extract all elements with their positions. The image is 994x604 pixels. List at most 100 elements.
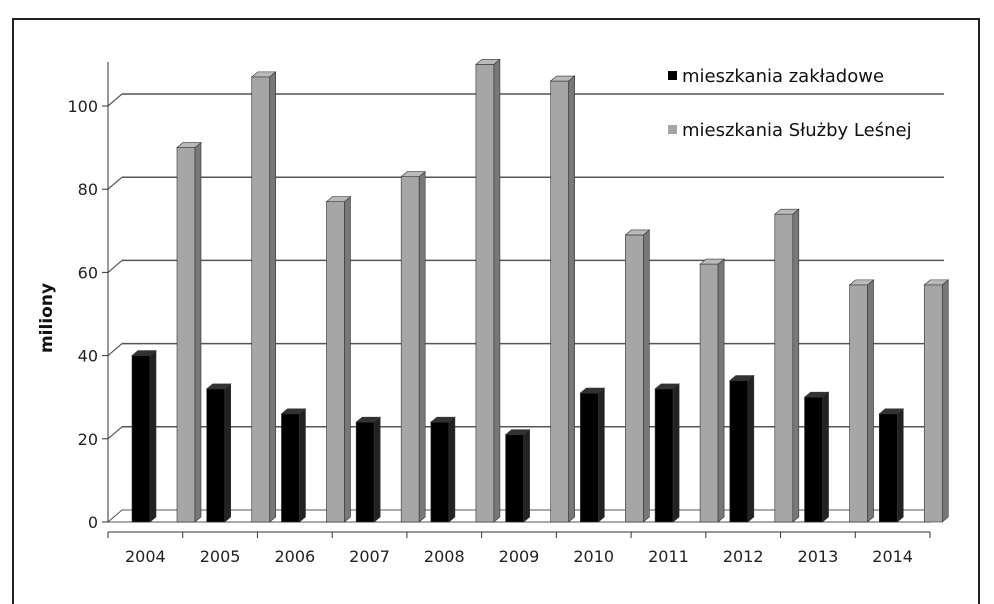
gridline-diag — [107, 259, 123, 273]
bar-zakladowe-2008 — [430, 416, 456, 523]
bar-sluzby-lesnej-2007-front — [400, 176, 420, 523]
x-tick-label: 2009 — [499, 547, 540, 566]
gridline-diag — [107, 93, 123, 107]
bar-zakladowe-2005-side — [224, 383, 232, 523]
x-tick-label: 2014 — [872, 547, 913, 566]
bar-sluzby-lesnej-2011 — [699, 258, 725, 523]
bar-zakladowe-2009 — [504, 428, 531, 523]
bar-sluzby-lesnej-2007-top — [400, 171, 427, 178]
bar-zakladowe-2005-front — [206, 388, 226, 523]
bar-sluzby-lesnej-2006-front — [326, 201, 345, 523]
bar-sluzby-lesnej-2011-front — [699, 263, 719, 523]
bar-sluzby-lesnej-2013-front — [849, 284, 868, 523]
bar-zakladowe-2013-top — [803, 391, 830, 398]
bar-sluzby-lesnej-2014-front — [923, 284, 943, 523]
bar-sluzby-lesnej-2012-front — [774, 213, 794, 523]
bar-sluzby-lesnej-2006-top — [325, 196, 352, 202]
bar-zakladowe-2006-side — [299, 408, 306, 523]
bar-sluzby-lesnej-2008-side — [493, 58, 501, 523]
bar-zakladowe-2008-front — [430, 421, 450, 523]
bar-zakladowe-2011 — [654, 383, 680, 523]
bar-sluzby-lesnej-2004 — [176, 141, 202, 523]
bar-zakladowe-2004-top — [131, 350, 157, 356]
bar-sluzby-lesnej-2008-front — [475, 64, 495, 523]
bar-zakladowe-2010-top — [579, 387, 606, 394]
gridline-diag — [107, 176, 123, 190]
bar-zakladowe-2007-front — [355, 421, 375, 523]
y-tick-label: 0 — [88, 513, 98, 532]
bar-sluzby-lesnej-2014 — [923, 279, 950, 523]
bar-zakladowe-2004-side — [149, 349, 157, 523]
x-tick-label: 2010 — [573, 547, 614, 566]
bar-zakladowe-2007 — [355, 416, 382, 523]
bar-zakladowe-2012-front — [729, 380, 749, 523]
bar-sluzby-lesnej-2009-front — [550, 80, 569, 523]
bar-sluzby-lesnej-2005-front — [251, 76, 271, 523]
bar-zakladowe-2011-side — [672, 383, 680, 523]
legend: mieszkania zakładowe mieszkania Służby L… — [668, 66, 912, 141]
gridline-diag — [107, 343, 123, 357]
bar-zakladowe-2004 — [131, 349, 157, 523]
bar-zakladowe-2006 — [280, 408, 307, 523]
x-tick-label: 2008 — [424, 547, 465, 566]
bar-zakladowe-2011-top — [654, 383, 680, 390]
bar-sluzby-lesnej-2004-side — [194, 141, 202, 523]
bar-sluzby-lesnej-2013 — [848, 279, 875, 523]
bar-zakladowe-2009-side — [523, 428, 530, 523]
bar-sluzby-lesnej-2007-side — [418, 171, 426, 523]
bar-sluzby-lesnej-2010 — [624, 229, 651, 523]
bar-zakladowe-2012-top — [728, 375, 755, 381]
bar-sluzby-lesnej-2013-top — [848, 279, 875, 286]
bar-sluzby-lesnej-2010-top — [624, 229, 651, 236]
bar-sluzby-lesnej-2012 — [773, 208, 800, 523]
tick-labels: 0 20 40 60 80 100 2004 2005 2006 2007 2008 2009 2010… — [67, 97, 913, 566]
bar-zakladowe-2013 — [803, 391, 830, 523]
bar-sluzby-lesnej-2014-top — [923, 279, 950, 286]
gridlines — [107, 93, 944, 440]
bar-sluzby-lesnej-2005-top — [250, 71, 277, 78]
bar-sluzby-lesnej-2009-side — [568, 75, 575, 523]
bar-zakladowe-2005 — [205, 383, 232, 523]
bar-sluzby-lesnej-2005-side — [269, 71, 277, 523]
bar-sluzby-lesnej-2011-top — [699, 258, 725, 265]
bar-sluzby-lesnej-2007 — [400, 171, 427, 523]
bar-zakladowe-2010-front — [580, 392, 599, 523]
x-tick-label: 2006 — [274, 547, 315, 566]
y-tick-label: 20 — [78, 430, 98, 449]
bar-zakladowe-2011-front — [654, 388, 674, 523]
bar-sluzby-lesnej-2009 — [549, 75, 576, 523]
y-tick-label: 60 — [78, 263, 98, 282]
bar-sluzby-lesnej-2014-side — [941, 279, 949, 523]
bar-sluzby-lesnej-2011-side — [717, 258, 725, 523]
x-tick-label: 2013 — [798, 547, 839, 566]
legend-swatch-mieszkania-sluzby-lesnej — [668, 125, 677, 134]
bar-sluzby-lesnej-2004-top — [176, 142, 202, 148]
bar-zakladowe-2014-front — [878, 413, 898, 523]
bar-sluzby-lesnej-2005 — [250, 71, 277, 523]
legend-label-mieszkania-sluzby-lesnej: mieszkania Służby Leśnej — [682, 120, 912, 141]
bars — [131, 58, 950, 523]
x-tick-label: 2004 — [125, 547, 166, 566]
x-tick-label: 2005 — [200, 547, 241, 566]
y-tick-label: 40 — [78, 347, 98, 366]
x-tick-label: 2007 — [349, 547, 390, 566]
bar-zakladowe-2013-side — [822, 391, 829, 523]
bar-zakladowe-2010 — [579, 387, 606, 523]
bar-sluzby-lesnej-2004-front — [176, 147, 196, 523]
bar-zakladowe-2004-front — [131, 355, 151, 523]
x-tick-label: 2011 — [648, 547, 689, 566]
bar-sluzby-lesnej-2013-side — [867, 279, 874, 523]
legend-swatch-mieszkania-zakladowe — [668, 71, 677, 80]
bar-zakladowe-2008-top — [430, 416, 456, 423]
bar-zakladowe-2008-side — [448, 416, 456, 523]
bar-zakladowe-2005-top — [205, 383, 232, 390]
bar-zakladowe-2009-top — [504, 429, 531, 435]
y-tick-label: 80 — [78, 180, 98, 199]
bar-zakladowe-2013-front — [804, 396, 823, 523]
bar-zakladowe-2014-side — [896, 408, 904, 523]
gridline-diag — [107, 426, 123, 440]
bar-sluzby-lesnej-2006-side — [344, 196, 351, 523]
bar-sluzby-lesnej-2009-top — [549, 75, 576, 82]
bar-zakladowe-2007-top — [355, 416, 382, 423]
bar-sluzby-lesnej-2010-front — [625, 234, 644, 523]
